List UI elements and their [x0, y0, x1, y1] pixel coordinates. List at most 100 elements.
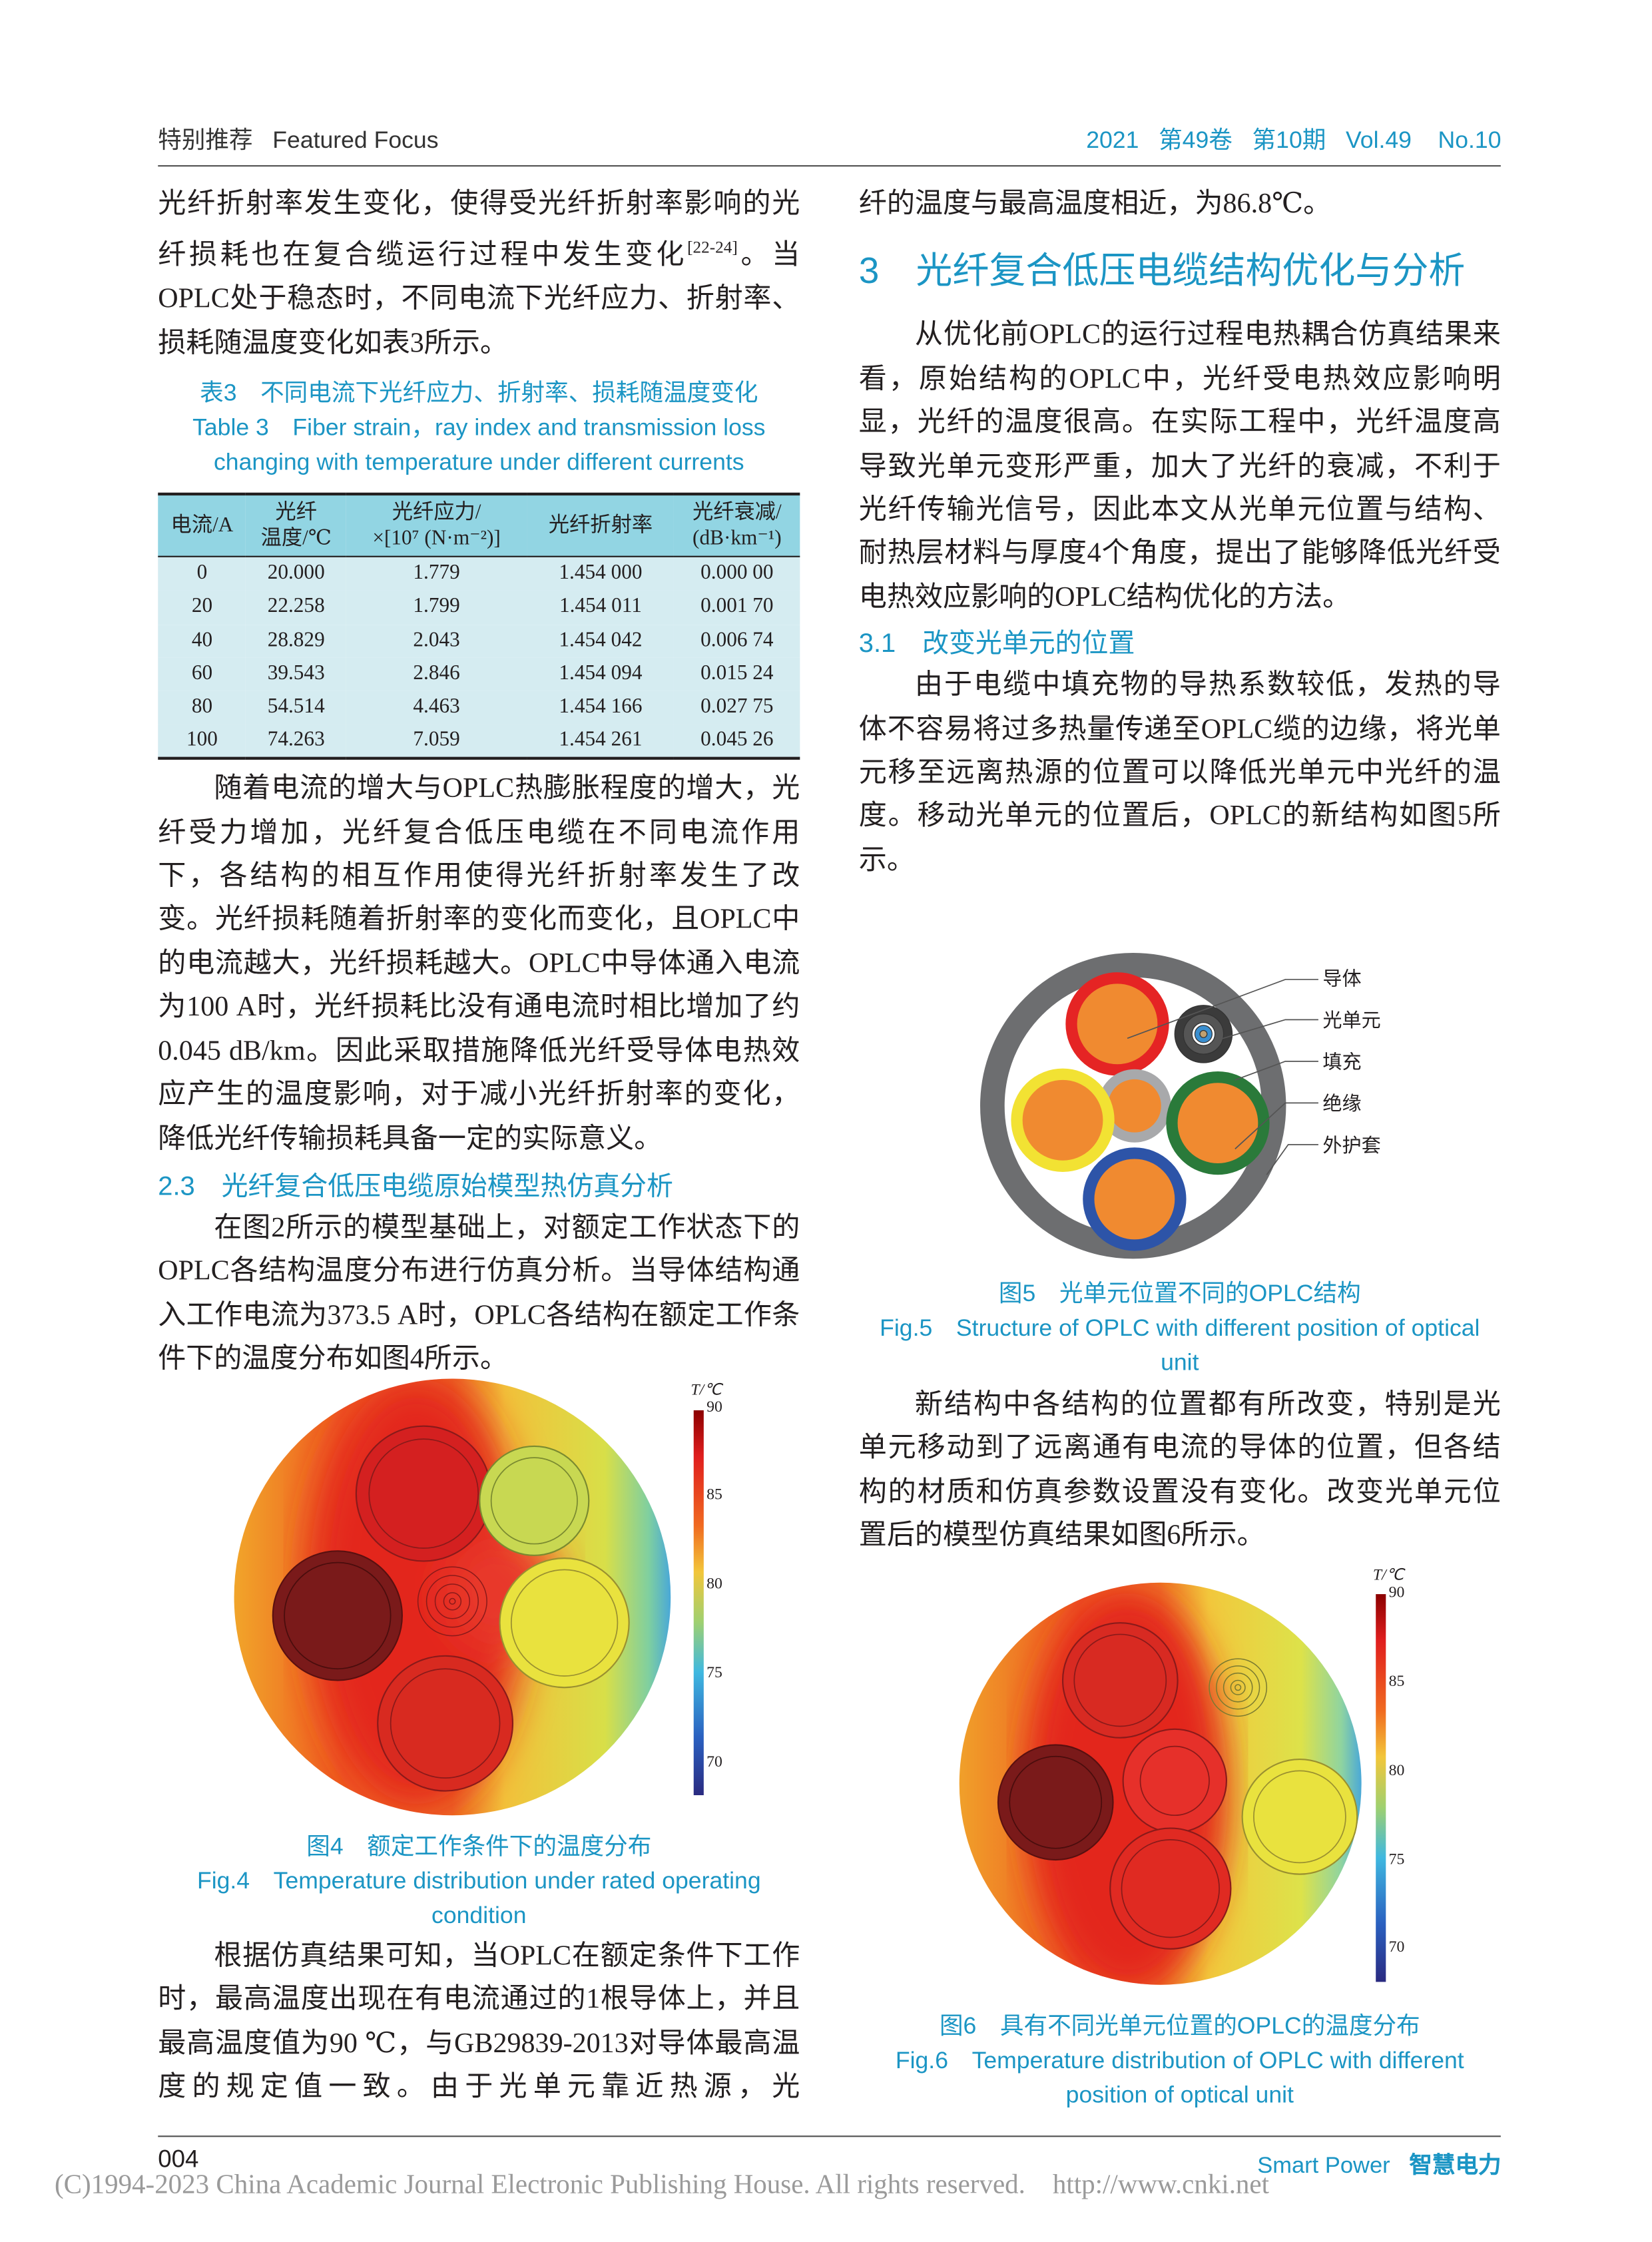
figure-4-caption: 图4 额定工作条件下的温度分布 Fig.4 Temperature distri…	[158, 1830, 800, 1933]
issue-no: No.10	[1438, 127, 1502, 154]
paragraph-7: 新结构中各结构的位置都有所改变，特别是光单元移动到了远离通有电流的导体的位置，但…	[858, 1390, 1501, 1551]
fig4-tick: 90	[706, 1398, 722, 1416]
running-header-left: 特别推荐 Featured Focus	[158, 121, 438, 155]
column-header: 光纤衰减/ (dB·km⁻¹)	[674, 493, 800, 558]
fig6-tick: 85	[1388, 1673, 1405, 1691]
volume-cn: 第49卷	[1159, 127, 1233, 154]
label-optical-unit: 光单元	[1322, 1009, 1381, 1031]
fig6-tick: 70	[1388, 1938, 1405, 1956]
conductor-green	[1166, 1071, 1270, 1175]
table-cell: 7.059	[346, 724, 527, 760]
fig6-caption-cn: 图6 具有不同光单元位置的OPLC的温度分布	[939, 2013, 1420, 2040]
optical-unit	[417, 1566, 487, 1637]
figure-5-labels: 导体 光单元 填充 绝缘 外护套	[1322, 958, 1380, 1167]
figure-6-caption: 图6 具有不同光单元位置的OPLC的温度分布 Fig.6 Temperature…	[859, 2009, 1501, 2112]
section-heading-2-3: 2.3 光纤复合低压电缆原始模型热仿真分析	[158, 1170, 673, 1201]
fig4-tick: 75	[706, 1664, 722, 1682]
fig5-caption-en-2: unit	[1161, 1350, 1199, 1376]
label-outer-sheath: 外护套	[1322, 1134, 1381, 1157]
table-cell: 0.027 75	[674, 691, 800, 724]
conductor-red	[1065, 972, 1169, 1076]
fig4-caption-cn: 图4 额定工作条件下的温度分布	[306, 1834, 652, 1860]
column-header: 光纤 温度/℃	[246, 493, 346, 558]
citation: [22-24]	[687, 238, 738, 258]
table-cell: 0	[158, 557, 246, 591]
table-cell: 1.454 166	[527, 691, 675, 724]
section-cn: 特别推荐	[158, 127, 253, 154]
table-cell: 1.454 094	[527, 657, 675, 691]
fig6-tick: 80	[1388, 1762, 1405, 1780]
fig4-tick: 85	[706, 1486, 722, 1504]
data-table: 电流/A 光纤 温度/℃ 光纤应力/ ×[10⁷ (N·m⁻²)] 光纤折射率 光纤衰减…	[158, 493, 800, 760]
table-cell: 2.846	[346, 657, 527, 691]
page-number: 004	[158, 2145, 199, 2173]
conductor-4	[499, 1557, 630, 1689]
fig4-caption-en-1: Fig.4 Temperature distribution under rat…	[196, 1868, 761, 1894]
section-heading-3: 3 光纤复合低压电缆结构优化与分析	[858, 252, 1466, 292]
table-cell: 40	[158, 624, 246, 658]
copyright-text: (C)1994-2023 China Academic Journal Elec…	[54, 2169, 1025, 2201]
paragraph-3: 在图2所示的模型基础上，对额定工作状态下的OPLC各结构温度分布进行仿真分析。当…	[158, 1213, 800, 1375]
figure-6-heatmap	[959, 1582, 1362, 1985]
table-cell: 22.258	[246, 591, 346, 625]
fig4-tick: 80	[706, 1575, 722, 1593]
table-cell: 2.043	[346, 624, 527, 658]
table-cell: 0.015 24	[674, 657, 800, 691]
figure-4-heatmap	[234, 1378, 671, 1816]
brand-cn: 智慧电力	[1409, 2154, 1502, 2179]
paragraph-2: 随着电流的增大与OPLC热膨胀程度的增大，光纤受力增加，光纤复合低压电缆在不同电…	[158, 774, 800, 1154]
conductor-hot	[272, 1550, 403, 1681]
p1-text-2: 。当OPLC处于稳态时，不同电流下光纤应力、折射率、损耗随温度变化如表3所示。	[158, 241, 800, 359]
conductor-1	[355, 1425, 492, 1562]
conductor-neutral	[1122, 1728, 1227, 1834]
footer-brand: Smart Power 智慧电力	[1257, 2145, 1501, 2180]
fig6-caption-en-1: Fig.6 Temperature distribution of OPLC w…	[895, 2048, 1464, 2074]
figure-5-structure	[980, 953, 1318, 1259]
table-row: 100 74.263 7.059 1.454 261 0.045 26	[158, 724, 800, 760]
leader-lines	[1127, 979, 1318, 1175]
fig6-tick: 90	[1388, 1583, 1405, 1601]
table-cell: 20.000	[246, 557, 346, 591]
conductor-4	[1241, 1759, 1358, 1875]
table-body: 0 20.000 1.779 1.454 000 0.000 00 20 22.258 1.7…	[158, 557, 800, 760]
table-cell: 1.454 261	[527, 724, 675, 760]
vol: Vol.49	[1346, 127, 1412, 154]
conductor-yellow	[1011, 1068, 1115, 1172]
p1-text: 光纤折射率发生变化，使得受光纤折射率影响的光纤损耗也在复合缆运行过程中发生变化	[158, 189, 800, 272]
table-cell: 1.454 042	[527, 624, 675, 658]
figure-5-caption: 图5 光单元位置不同的OPLC结构 Fig.5 Structure of OPL…	[859, 1276, 1501, 1380]
conductor-3	[377, 1655, 514, 1792]
table-cell: 1.779	[346, 557, 527, 591]
table-cell: 0.000 00	[674, 557, 800, 591]
cnki-url[interactable]: http://www.cnki.net	[1052, 2169, 1270, 2201]
fig6-colorbar-title: T/℃	[1372, 1567, 1404, 1584]
fig4-colorbar	[693, 1410, 704, 1795]
section-heading-3-1: 3.1 改变光单元的位置	[858, 628, 1135, 659]
paragraph-5: 从优化前OPLC的运行过程电热耦合仿真结果来看，原始结构的OPLC中，光纤受电热…	[858, 320, 1501, 613]
fig4-tick: 70	[706, 1753, 722, 1771]
year: 2021	[1086, 127, 1139, 154]
conductor-blue	[1083, 1147, 1187, 1251]
table-row: 40 28.829 2.043 1.454 042 0.006 74	[158, 624, 800, 658]
column-header: 电流/A	[158, 493, 246, 558]
fig6-tick: 75	[1388, 1851, 1405, 1868]
table-cell: 100	[158, 724, 246, 760]
table-cell: 39.543	[246, 657, 346, 691]
table-row: 0 20.000 1.779 1.454 000 0.000 00	[158, 557, 800, 591]
table-cell: 1.454 011	[527, 591, 675, 625]
label-insulation: 绝缘	[1322, 1093, 1362, 1115]
paragraph-4: 根据仿真结果可知，当OPLC在额定条件下工作时，最高温度出现在有电流通过的1根导…	[158, 1941, 800, 2103]
conductor-3	[1109, 1827, 1232, 1950]
table-cell: 74.263	[246, 724, 346, 760]
paragraph-1: 光纤折射率发生变化，使得受光纤折射率影响的光纤损耗也在复合缆运行过程中发生变化[…	[158, 184, 800, 366]
table-cell: 80	[158, 691, 246, 724]
section-en: Featured Focus	[272, 127, 439, 154]
table-cell: 0.045 26	[674, 724, 800, 760]
table-row: 60 39.543 2.846 1.454 094 0.015 24	[158, 657, 800, 691]
table-cell: 1.799	[346, 591, 527, 625]
table-header-row: 电流/A 光纤 温度/℃ 光纤应力/ ×[10⁷ (N·m⁻²)] 光纤折射率 光纤衰减…	[158, 493, 800, 558]
label-filler: 填充	[1322, 1051, 1362, 1073]
fig4-colorbar-title: T/℃	[690, 1381, 722, 1399]
fig5-caption-en-1: Fig.5 Structure of OPLC with different p…	[880, 1315, 1480, 1342]
